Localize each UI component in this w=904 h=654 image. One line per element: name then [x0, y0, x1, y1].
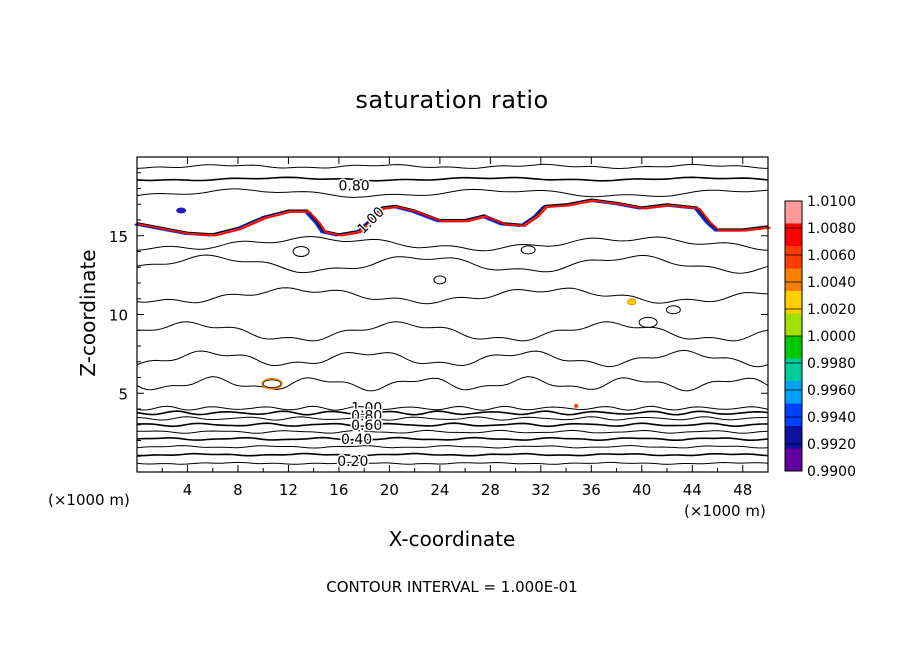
colorbar-swatch	[785, 448, 802, 471]
colorbar-label: 0.9940	[807, 410, 856, 426]
colorbar-swatch	[785, 201, 802, 224]
colorbar-swatch	[785, 223, 802, 246]
colorbar-swatch	[785, 381, 802, 404]
supersaturated-blob	[176, 207, 187, 214]
contour-line	[136, 445, 769, 449]
contour-line	[136, 321, 769, 342]
colorbar-swatch	[785, 313, 802, 336]
contour-line	[136, 405, 769, 411]
x-tick-label: 48	[733, 481, 752, 499]
closed-contour	[262, 379, 282, 389]
colorbar-swatch	[785, 426, 802, 449]
colorbar-swatch	[785, 336, 802, 359]
contour-line	[136, 429, 769, 434]
x-tick-label: 28	[481, 481, 500, 499]
y-tick-label: 10	[109, 307, 128, 325]
closed-contour	[665, 305, 681, 315]
contour-label: 0.60	[351, 418, 382, 434]
colorbar-label: 0.9920	[807, 437, 856, 453]
closed-contour	[292, 246, 310, 257]
contour-interval-note: CONTOUR INTERVAL = 1.000E-01	[326, 578, 578, 596]
contour-line	[136, 436, 769, 442]
contour-label: 0.80	[351, 408, 382, 424]
contour-line	[137, 452, 769, 457]
y-tick-label: 15	[109, 228, 128, 246]
contour-line	[136, 349, 769, 368]
colorbar-label: 1.0060	[807, 248, 856, 264]
contour-line	[136, 410, 769, 416]
supersaturated-blob	[627, 298, 637, 306]
contour-line	[136, 254, 769, 274]
x-tick-label: 8	[233, 481, 243, 499]
x-tick-label: 20	[380, 481, 399, 499]
contour-line	[136, 188, 769, 198]
colorbar-swatch	[785, 291, 802, 314]
colorbar-label: 0.9960	[807, 383, 856, 399]
x-axis-label: X-coordinate	[388, 527, 516, 551]
colorbar-label: 1.0080	[807, 221, 856, 237]
cloud-top-contour	[136, 198, 769, 236]
colorbar-swatch	[785, 268, 802, 291]
x-tick-label: 12	[279, 481, 298, 499]
contour-labels: 0.801.001.000.800.600.400.20	[336, 177, 390, 472]
y-tick-label: 5	[118, 385, 128, 403]
colorbar-label: 1.0100	[807, 194, 856, 210]
contour-line	[136, 461, 769, 465]
colorbar-label: 1.0000	[807, 329, 856, 345]
x-axis-unit-right: (×1000 m)	[684, 502, 766, 520]
x-tick-label: 40	[632, 481, 651, 499]
colored-contours	[134, 199, 771, 408]
colorbar-label: 1.0040	[807, 275, 856, 291]
chart-title: saturation ratio	[355, 86, 549, 114]
colorbar-swatch	[785, 358, 802, 381]
colorbar-swatch	[785, 403, 802, 426]
contour-label: 1.00	[351, 400, 382, 416]
supersaturated-blob	[574, 403, 579, 408]
x-tick-label: 32	[531, 481, 550, 499]
closed-contour	[433, 275, 447, 285]
colorbar-swatch	[785, 246, 802, 269]
contour-label: 0.40	[341, 432, 372, 448]
contour-line	[136, 416, 768, 421]
colorbar-label: 1.0020	[807, 302, 856, 318]
x-tick-label: 36	[582, 481, 601, 499]
contour-line	[136, 236, 769, 252]
x-tick-label: 44	[683, 481, 702, 499]
contour-label: 0.20	[337, 454, 368, 470]
x-tick-label: 16	[329, 481, 348, 499]
closed-contour	[520, 245, 536, 255]
colorbar-label: 0.9900	[807, 464, 856, 480]
contour-label: 0.80	[338, 178, 369, 194]
colorbar: 1.0100 1.0080 1.0060 1.0040 1.0020 1.0000 0.99…	[784, 194, 856, 480]
contour-line	[136, 287, 769, 305]
contour-line	[136, 163, 769, 170]
x-tick-label: 24	[430, 481, 449, 499]
contour-line	[136, 376, 769, 392]
contour-lines	[136, 163, 769, 465]
colored-contour	[139, 200, 771, 237]
x-axis-unit-left: (×1000 m)	[48, 491, 130, 509]
contour-line	[136, 176, 769, 182]
colorbar-label: 0.9980	[807, 356, 856, 372]
x-tick-label: 4	[183, 481, 193, 499]
closed-contour	[638, 316, 658, 328]
contour-line	[136, 422, 768, 428]
supersaturated-blob	[261, 378, 283, 390]
